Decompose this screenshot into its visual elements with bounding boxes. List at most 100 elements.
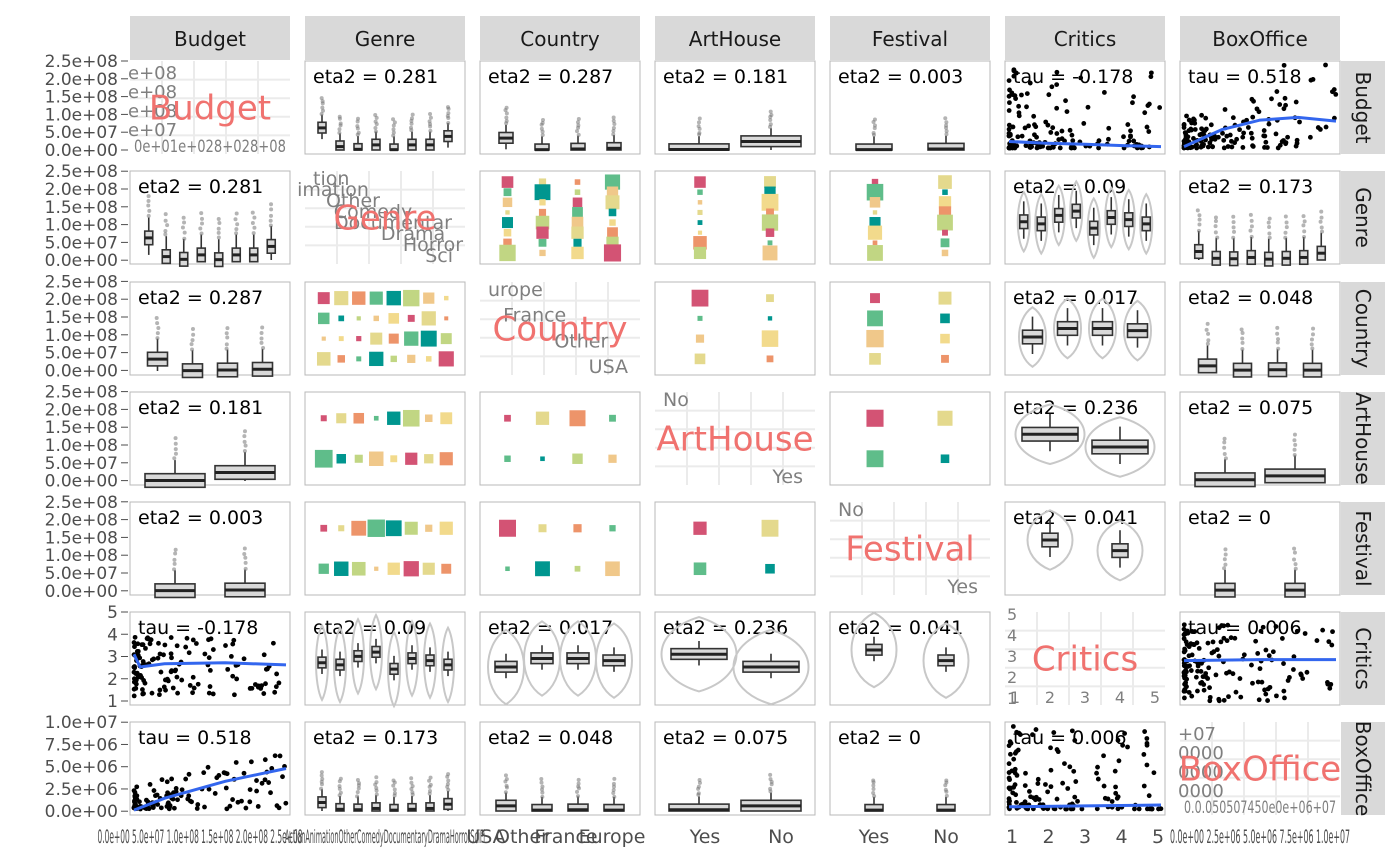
scatter-point — [190, 690, 195, 696]
mosaic-tile — [765, 228, 775, 237]
scatter-point — [1122, 731, 1127, 736]
scatter-point — [262, 777, 268, 783]
x-tick-label-arthouse: No — [768, 826, 794, 848]
diag-level-label: USA — [589, 356, 628, 378]
mosaic-tile — [762, 245, 778, 261]
scatter-point — [230, 641, 236, 647]
scatter-point — [1146, 793, 1152, 799]
strip-top-bg — [480, 16, 640, 60]
scatter-point — [187, 798, 193, 804]
panel-country-boxoffice: eta2 = 0.048 — [1179, 281, 1341, 378]
scatter-point — [179, 787, 185, 793]
panel-genre-festival — [829, 170, 991, 265]
scatter-point — [1250, 680, 1255, 686]
scatter-point — [151, 788, 157, 793]
mosaic-tile — [695, 334, 705, 343]
scatter-point — [206, 786, 212, 792]
diag-variable-name: Festival — [845, 530, 975, 570]
diag-variable-name: BoxOffice — [1179, 750, 1341, 790]
stat-label: eta2 = 0 — [1188, 507, 1271, 529]
scatter-point — [1048, 745, 1053, 751]
panel-budget-boxoffice: tau = 0.518 — [1179, 60, 1341, 155]
scatter-point — [1210, 144, 1216, 150]
scatter-point — [1201, 687, 1207, 693]
panel-budget-critics: tau = -0.178 — [1004, 60, 1166, 155]
boxplot-outlier — [373, 112, 378, 117]
scatter-point — [1011, 67, 1017, 73]
strip-top-bg — [1005, 16, 1165, 60]
scatter-point — [1193, 674, 1199, 680]
x-tick-label-festival: Yes — [858, 826, 890, 848]
diag-level-label: Horror — [403, 234, 463, 256]
boxplot-outlier — [1319, 209, 1324, 214]
mosaic-tile — [318, 563, 329, 574]
panel-festival-arthouse — [654, 501, 816, 596]
scatter-point — [1141, 752, 1147, 757]
boxplot-outlier — [1310, 346, 1315, 351]
strip-right-label: Country — [1351, 289, 1375, 369]
boxplot-outlier — [216, 235, 221, 240]
scatter-point — [1136, 806, 1142, 812]
boxplot-outlier — [1249, 218, 1254, 223]
boxplot-outlier — [1292, 546, 1297, 551]
y-tick-label: 4 — [107, 625, 118, 645]
boxplot-outlier — [1197, 217, 1202, 222]
scatter-point — [1274, 693, 1279, 699]
y-tick-label: 5.0e+07 — [45, 233, 118, 253]
scatter-point — [147, 782, 153, 787]
panel-frame — [1004, 60, 1166, 155]
scatter-point — [205, 764, 211, 770]
scatter-point — [1010, 124, 1016, 130]
boxplot-outlier — [320, 105, 325, 110]
panel-critics-festival: eta2 = 0.041 — [829, 611, 991, 706]
y-tick-label: 5.0e+07 — [45, 564, 118, 584]
scatter-point — [1304, 669, 1310, 675]
boxplot-outlier — [269, 202, 274, 207]
trend-smooth — [1183, 115, 1337, 148]
mosaic-tile — [697, 189, 703, 195]
trend-smooth — [1183, 658, 1336, 663]
y-tick-label: 2.5e+08 — [45, 52, 118, 72]
trend-smooth — [1008, 803, 1162, 809]
boxplot-outlier — [391, 783, 396, 788]
boxplot-outlier — [1292, 432, 1297, 437]
mosaic-tile — [421, 311, 436, 326]
scatter-point — [1270, 649, 1276, 655]
boxplot-outlier — [1267, 225, 1272, 230]
mosaic-tile — [938, 175, 952, 189]
boxplot-outlier — [427, 778, 432, 783]
mosaic-tile — [866, 450, 884, 468]
scatter-point — [1126, 138, 1132, 144]
scatter-point — [1026, 123, 1031, 129]
mosaic-tile — [694, 176, 706, 188]
strip-right-festival: Festival — [1341, 502, 1385, 595]
mosaic-tile — [388, 313, 400, 324]
scatter-point — [1131, 94, 1136, 100]
scatter-point — [1188, 668, 1194, 673]
scatter-point — [1101, 753, 1106, 759]
mosaic-tile — [338, 315, 345, 322]
boxplot-outlier — [611, 781, 616, 786]
scatter-point — [268, 790, 273, 796]
boxplot-outlier — [575, 794, 580, 799]
scatter-point — [1006, 122, 1012, 128]
panel-boxoffice-country: eta2 = 0.048 — [479, 721, 641, 816]
boxplot-outlier — [199, 231, 204, 236]
scatter-point — [1249, 135, 1255, 141]
x-tick-label-boxoffice: 0.0e+00 2.5e+06 5.0e+06 7.5e+06 1.0e+07 — [1170, 826, 1350, 848]
scatter-point — [1207, 140, 1213, 146]
panel-budget-festival: eta2 = 0.003 — [829, 60, 991, 155]
boxplot-outlier — [611, 125, 616, 130]
panel-frame — [829, 391, 991, 486]
strip-right-label: Critics — [1351, 627, 1375, 690]
scatter-point — [1148, 70, 1154, 76]
panel-frame — [479, 501, 641, 596]
boxplot-outlier — [1213, 230, 1218, 235]
y-tick-label: 2.5e+08 — [45, 272, 118, 292]
mosaic-tile — [538, 524, 547, 533]
boxplot-outlier — [1292, 557, 1297, 562]
boxplot-outlier — [1213, 224, 1218, 229]
scatter-point — [194, 806, 200, 811]
scatter-point — [1056, 137, 1062, 142]
strip-top-arthouse: ArtHouse — [655, 16, 815, 60]
